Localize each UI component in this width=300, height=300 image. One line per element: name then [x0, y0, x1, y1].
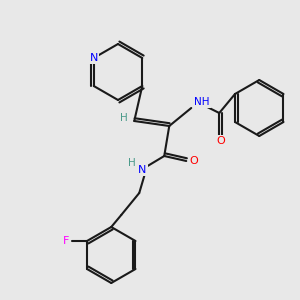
Text: H: H	[120, 113, 128, 123]
Text: H: H	[128, 158, 136, 168]
Text: N: N	[90, 53, 98, 63]
Text: N: N	[138, 165, 146, 175]
Text: O: O	[190, 156, 199, 166]
Text: NH: NH	[194, 97, 210, 107]
Text: F: F	[63, 236, 69, 246]
Text: O: O	[217, 136, 226, 146]
